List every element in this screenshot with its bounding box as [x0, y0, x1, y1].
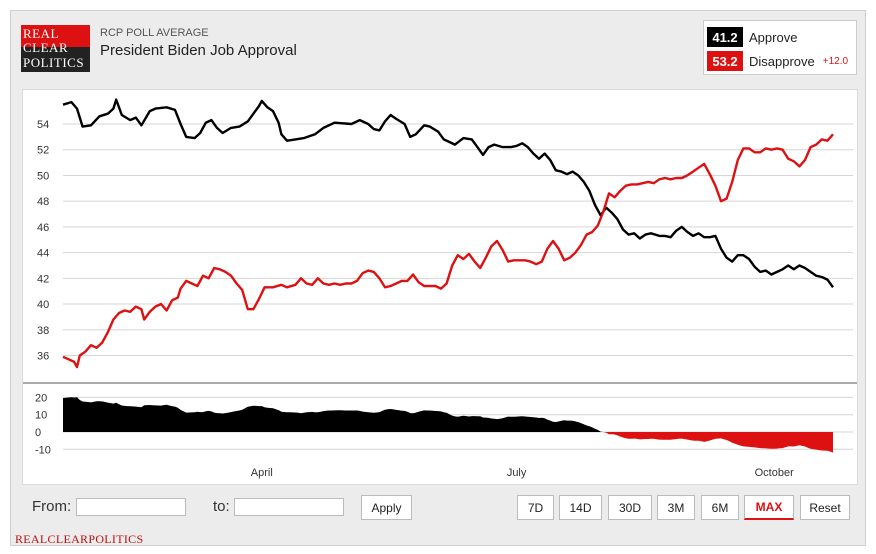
logo-line-3: POLITICS — [23, 55, 85, 70]
to-date-input[interactable] — [234, 498, 344, 516]
y-tick-label: 48 — [37, 196, 49, 208]
month-tick-label: July — [507, 467, 527, 479]
y-tick-label: 52 — [37, 145, 49, 157]
chart-svg: 36 38 40 42 44 46 48 50 52 54 20 10 0 -10 April July Oct… — [23, 98, 857, 479]
to-label: to: — [213, 498, 230, 515]
month-tick-label: April — [251, 467, 273, 479]
range-6m-button[interactable]: 6M — [701, 495, 739, 520]
spread-y-tick-label: 0 — [35, 427, 41, 439]
series-line-approve — [62, 98, 834, 289]
spread-negative-area — [63, 432, 833, 453]
logo-line-2: CLEAR — [23, 40, 69, 55]
disapprove-value-badge: 53.2 — [707, 51, 743, 71]
range-max-button[interactable]: MAX — [744, 495, 794, 520]
range-7d-button[interactable]: 7D — [517, 495, 554, 520]
approve-value-badge: 41.2 — [707, 27, 743, 47]
spread-value: +12.0 — [822, 55, 849, 67]
from-date-input[interactable] — [76, 498, 186, 516]
chart-subtitle: RCP POLL AVERAGE — [100, 27, 209, 39]
spread-y-tick-label: 10 — [35, 410, 47, 422]
brand-footer[interactable]: REALCLEARPOLITICS — [15, 532, 144, 546]
logo-red-band — [21, 25, 90, 47]
y-tick-label: 40 — [37, 299, 49, 311]
legend: 41.2 Approve 53.2 Disapprove +12.0 — [703, 20, 857, 75]
rcp-logo[interactable]: REAL CLEAR POLITICS — [21, 25, 90, 72]
legend-approve: 41.2 Approve — [707, 27, 797, 47]
spread-y-tick-label: 20 — [35, 392, 47, 404]
disapprove-label: Disapprove — [749, 53, 815, 69]
plot-area: 36 38 40 42 44 46 48 50 52 54 20 10 0 -10 April July Oct… — [22, 89, 858, 485]
range-30d-button[interactable]: 30D — [608, 495, 652, 520]
y-tick-label: 42 — [37, 273, 49, 285]
range-3m-button[interactable]: 3M — [657, 495, 695, 520]
chart-title: President Biden Job Approval — [100, 42, 297, 59]
y-tick-label: 50 — [37, 170, 49, 182]
from-label: From: — [32, 498, 72, 515]
range-controls: From: to: Apply 7D 14D 30D 3M 6M MAX Res… — [22, 488, 858, 524]
y-tick-label: 38 — [37, 325, 49, 337]
apply-button[interactable]: Apply — [361, 495, 412, 520]
series-line-disapprove — [62, 133, 834, 369]
month-tick-label: October — [755, 467, 794, 479]
range-14d-button[interactable]: 14D — [559, 495, 602, 520]
y-tick-label: 36 — [37, 350, 49, 362]
y-tick-label: 54 — [37, 119, 49, 131]
logo-line-1: REAL — [23, 26, 59, 41]
legend-disapprove: 53.2 Disapprove +12.0 — [707, 51, 848, 71]
approve-label: Approve — [749, 29, 798, 45]
y-tick-label: 44 — [37, 248, 49, 260]
y-tick-label: 46 — [37, 222, 49, 234]
reset-button[interactable]: Reset — [800, 495, 850, 520]
spread-y-tick-label: -10 — [35, 444, 51, 456]
spread-positive-area — [63, 397, 833, 432]
